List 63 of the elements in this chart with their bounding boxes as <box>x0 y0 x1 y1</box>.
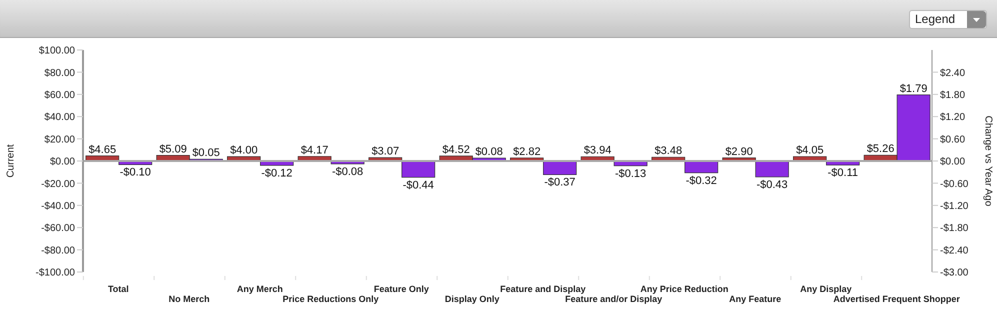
y-tick-label: -$20.00 <box>41 178 76 190</box>
x-tick-label: Feature and/or Display <box>565 294 662 304</box>
y2-tick-label: -$1.80 <box>940 223 969 234</box>
x-tick-label: Any Merch <box>236 284 283 294</box>
y-tick-label: $0.00 <box>50 156 76 168</box>
y-tick-label: $60.00 <box>44 90 76 101</box>
data-label: -$0.43 <box>756 178 788 191</box>
x-tick-label: Any Display <box>800 284 852 294</box>
data-label: -$0.11 <box>828 167 858 180</box>
x-tick-label: Feature and Display <box>500 284 586 294</box>
data-label: $3.48 <box>654 145 682 158</box>
y-tick-label: -$100.00 <box>36 268 76 279</box>
data-label: $5.26 <box>866 143 894 156</box>
y2-tick-label: $0.00 <box>940 156 966 168</box>
y-tick-label: $20.00 <box>44 134 76 146</box>
x-tick-label: Total <box>108 284 129 294</box>
data-label: $0.05 <box>192 147 220 160</box>
y-tick-label: $80.00 <box>44 68 76 79</box>
y2-tick-label: -$1.20 <box>940 200 969 212</box>
y2-tick-label: $1.20 <box>940 112 966 124</box>
data-label: -$0.37 <box>544 176 576 189</box>
data-label: $4.00 <box>230 144 258 157</box>
data-label: -$0.10 <box>120 166 151 179</box>
x-tick-label: Any Price Reduction <box>640 284 728 294</box>
bar <box>755 160 789 178</box>
data-label: $3.94 <box>584 144 612 157</box>
data-label: -$0.32 <box>686 174 717 187</box>
data-label: $4.17 <box>300 144 328 156</box>
bar <box>402 160 436 178</box>
data-label: $5.09 <box>159 143 187 156</box>
y2-tick-label: $1.80 <box>940 90 966 101</box>
data-label: -$0.12 <box>261 167 292 180</box>
y-tick-label: -$40.00 <box>41 200 76 212</box>
data-label: $0.08 <box>475 146 503 158</box>
y-tick-label: $40.00 <box>44 112 76 124</box>
data-label: $4.65 <box>88 144 116 156</box>
y2-tick-label: $2.40 <box>940 68 966 79</box>
data-label: $4.05 <box>796 144 824 157</box>
y-axis-title: Current <box>6 144 17 178</box>
y2-tick-label: -$2.40 <box>940 245 969 256</box>
data-label: $2.82 <box>513 146 541 158</box>
legend-dropdown: Legend <box>909 10 987 29</box>
data-label: $1.79 <box>900 82 928 95</box>
data-label: $2.90 <box>725 146 753 158</box>
y2-tick-label: -$0.60 <box>940 178 969 190</box>
bar <box>543 160 577 175</box>
x-tick-label: No Merch <box>168 294 210 304</box>
y-tick-label: -$60.00 <box>41 223 76 234</box>
y2-tick-label: -$3.00 <box>940 268 969 279</box>
y-tick-label: $100.00 <box>38 46 76 57</box>
data-label: -$0.08 <box>332 166 364 178</box>
x-tick-label: Feature Only <box>374 284 429 294</box>
x-tick-label: Any Feature <box>729 294 782 304</box>
y2-tick-label: $0.60 <box>940 134 966 146</box>
x-tick-label: Display Only <box>444 294 500 304</box>
x-tick-label: Price Reductions Only <box>282 294 379 304</box>
data-label: -$0.44 <box>402 179 434 192</box>
data-label: $4.52 <box>442 144 470 156</box>
y2-axis-title: Change vs Year Ago <box>982 116 994 207</box>
y-tick-label: -$80.00 <box>41 245 76 256</box>
data-label: $3.07 <box>372 146 400 158</box>
data-label: -$0.13 <box>614 168 646 180</box>
x-tick-label: Advertised Frequent Shopper <box>833 294 960 304</box>
